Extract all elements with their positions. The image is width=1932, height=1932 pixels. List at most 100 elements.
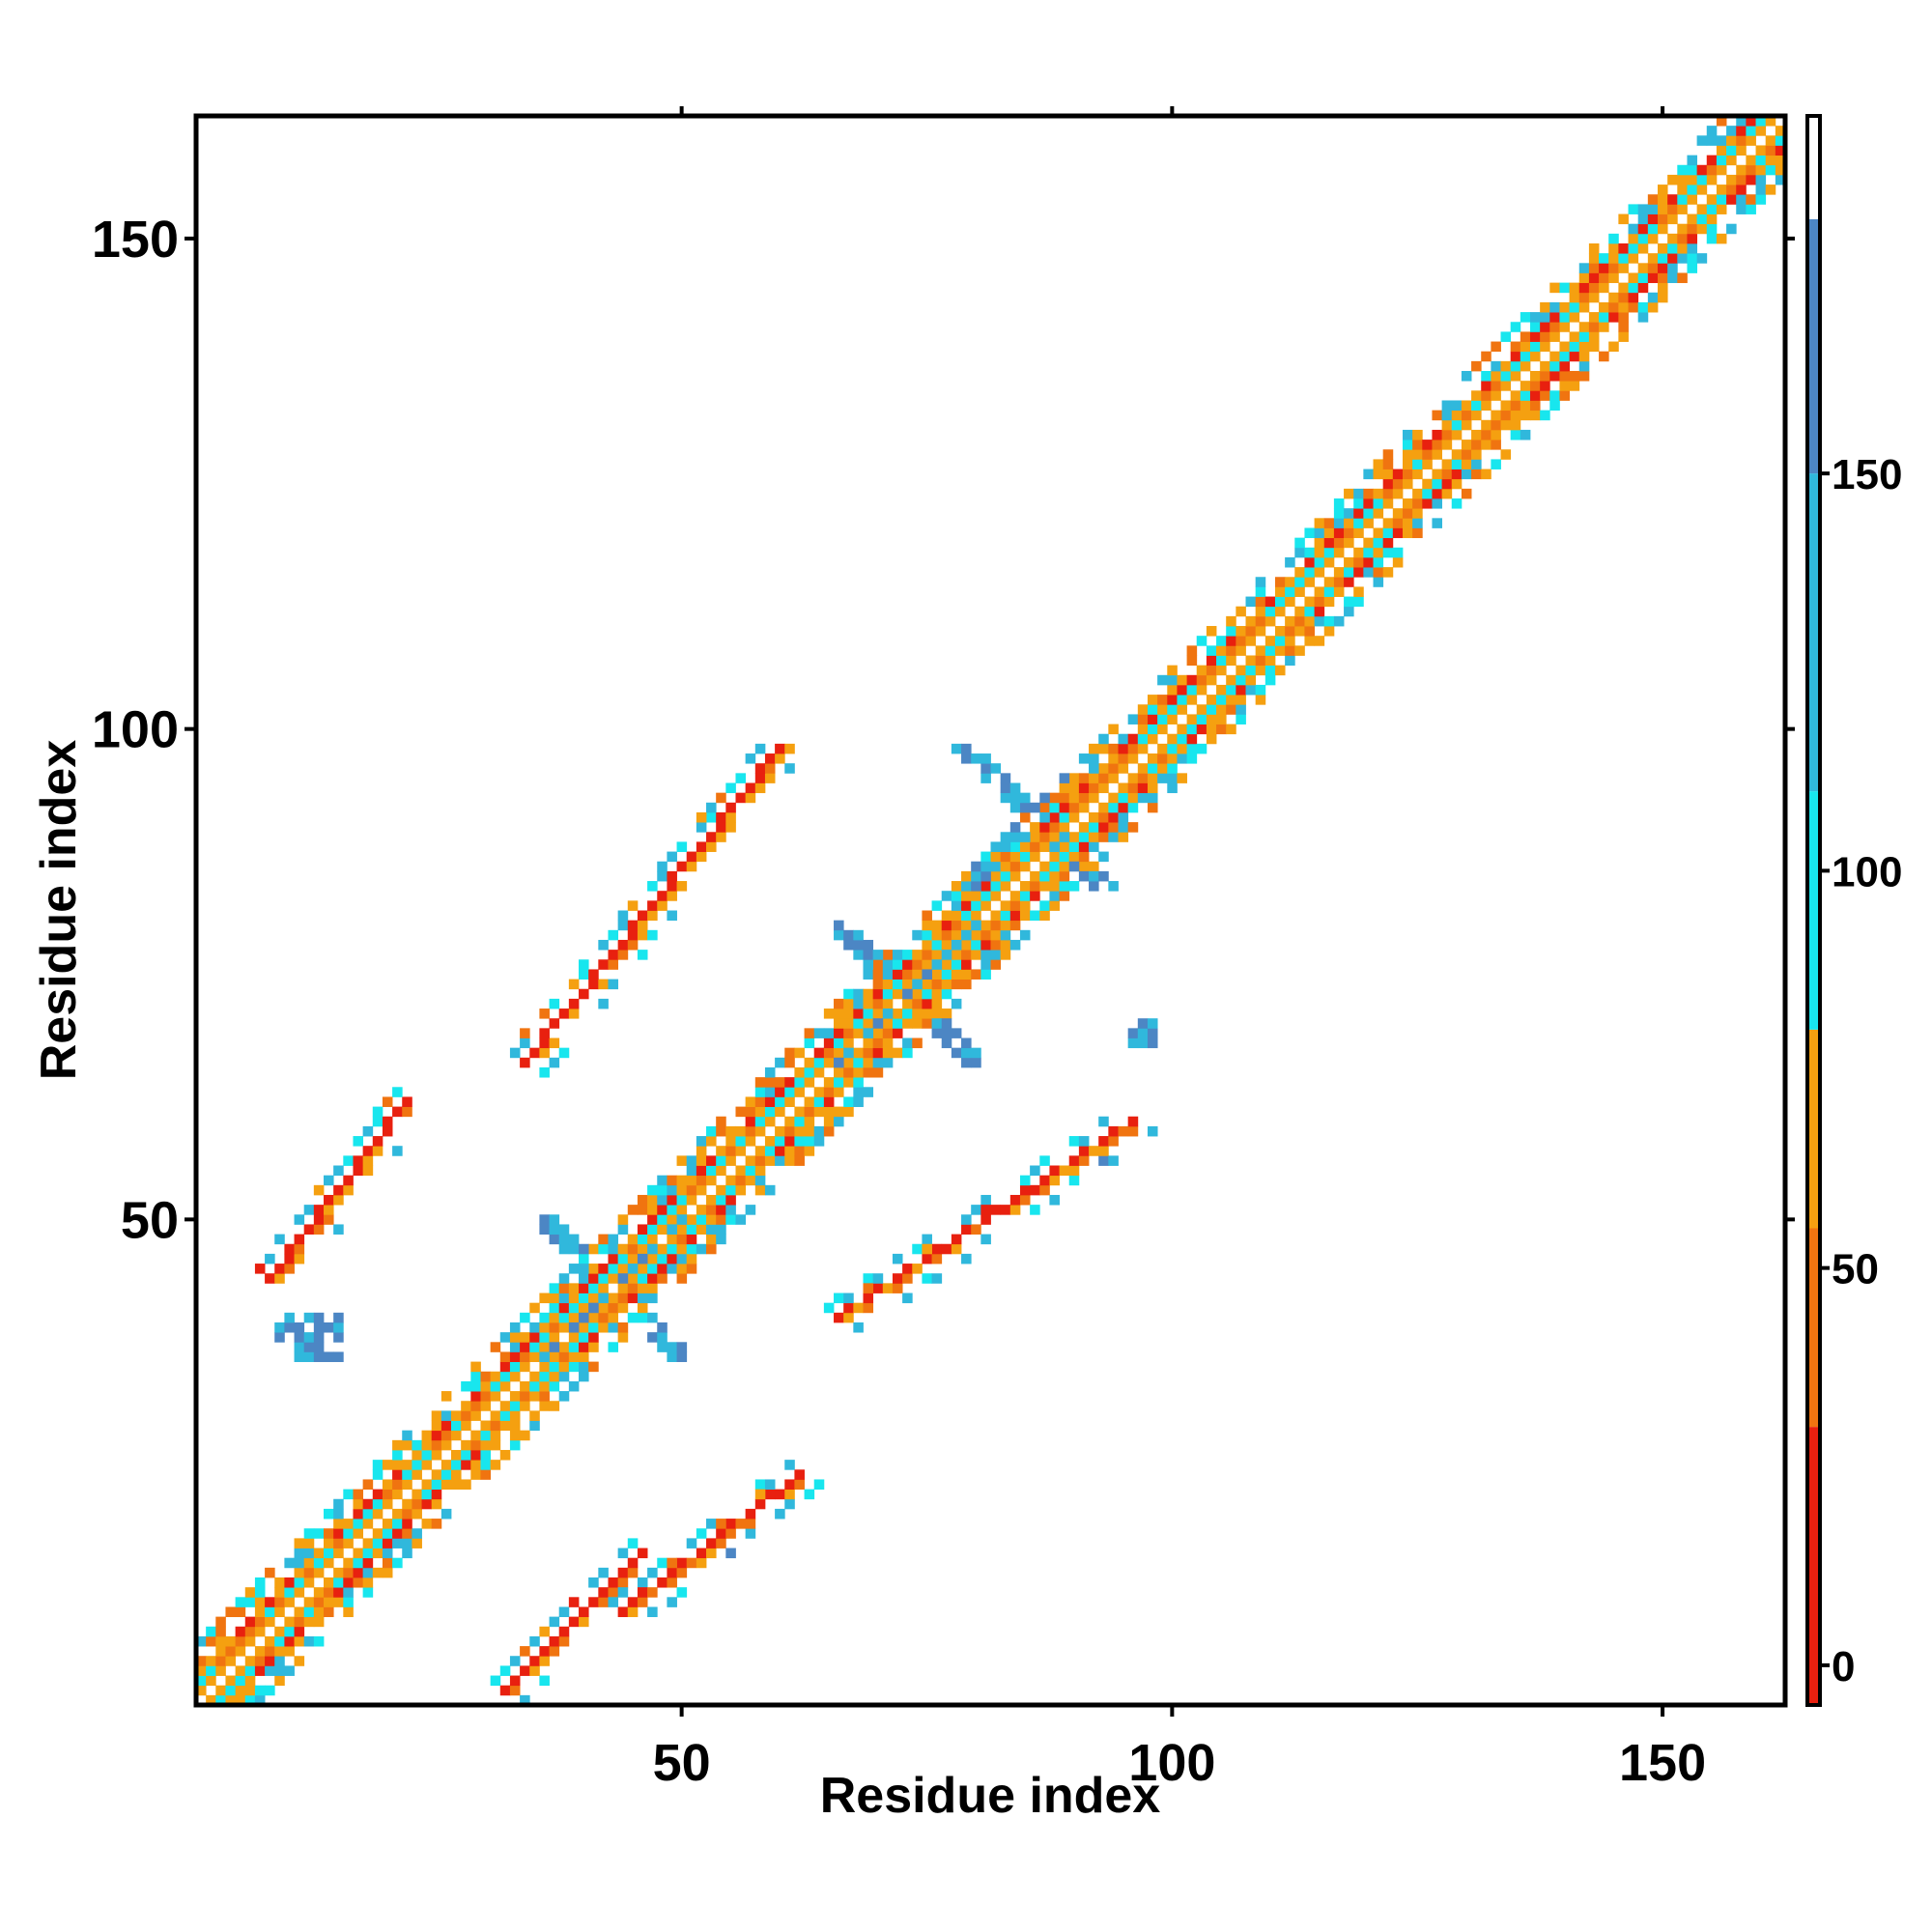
heatmap-cell (657, 1184, 668, 1196)
heatmap-cell (343, 1538, 354, 1548)
heatmap-cell (1216, 695, 1227, 705)
heatmap-cell (951, 929, 962, 941)
heatmap-cell (480, 1439, 492, 1451)
heatmap-cell (284, 1646, 295, 1657)
heatmap-cell (520, 1391, 530, 1402)
plot-frame (193, 113, 1788, 1708)
heatmap-cell (568, 1597, 580, 1607)
heatmap-cell (451, 1449, 462, 1461)
heatmap-cell (637, 1587, 648, 1598)
heatmap-cell (686, 1175, 697, 1186)
heatmap-cell (529, 1321, 540, 1333)
heatmap-cell (696, 1136, 707, 1147)
heatmap-cell (667, 1351, 677, 1362)
heatmap-cell (1147, 763, 1158, 774)
heatmap-cell (1157, 704, 1168, 715)
heatmap-cell (1274, 645, 1286, 656)
heatmap-cell (1127, 1028, 1139, 1038)
heatmap-cell (882, 1057, 894, 1068)
heatmap-cell (294, 1342, 305, 1352)
heatmap-cell (823, 1106, 835, 1118)
heatmap-cell (657, 891, 668, 901)
heatmap-cell (863, 1009, 874, 1019)
heatmap-cell (794, 1136, 805, 1147)
heatmap-cell (1264, 615, 1276, 627)
heatmap-cell (834, 929, 844, 941)
heatmap-cell (1206, 626, 1217, 637)
heatmap-cell (549, 1646, 560, 1657)
x-axis: 50 100 150 (653, 106, 1706, 1792)
heatmap-cell (1333, 577, 1345, 587)
heatmap-cell (1559, 301, 1570, 313)
heatmap-cell (324, 1538, 334, 1548)
heatmap-cell (1019, 851, 1031, 863)
heatmap-cell (353, 1489, 364, 1500)
heatmap-cell (647, 1205, 658, 1215)
heatmap-cell (784, 1479, 795, 1490)
heatmap-cell (1274, 626, 1286, 637)
colorbar-tick-label: 150 (1832, 451, 1902, 498)
heatmap-cell (676, 1175, 688, 1186)
heatmap-cell (461, 1401, 471, 1411)
heatmap-cell (794, 1066, 805, 1078)
heatmap-cell (353, 1548, 364, 1559)
heatmap-cell (1255, 615, 1266, 627)
heatmap-cell (667, 881, 677, 892)
heatmap-cell (579, 1253, 589, 1264)
heatmap-cell (823, 1302, 835, 1314)
heatmap-cell (1118, 802, 1129, 813)
heatmap-cell (637, 1312, 648, 1323)
heatmap-cell (696, 1165, 707, 1177)
heatmap-cell (676, 861, 688, 872)
heatmap-cell (902, 979, 913, 990)
heatmap-cell (1746, 204, 1756, 214)
colorbar-tick-label: 100 (1832, 848, 1902, 895)
heatmap-cell (1402, 440, 1413, 450)
heatmap-cell (1657, 253, 1668, 264)
heatmap-cell (382, 1479, 393, 1490)
heatmap-cell (1540, 410, 1550, 421)
heatmap-cell (1118, 1125, 1129, 1137)
heatmap-cell (1137, 704, 1149, 715)
heatmap-cell (637, 1302, 648, 1314)
heatmap-cell (608, 1264, 619, 1274)
heatmap-cell (922, 1018, 932, 1029)
heatmap-cell (1089, 832, 1099, 842)
heatmap-cell (1049, 861, 1060, 872)
heatmap-cell (579, 1332, 589, 1343)
heatmap-cell (1696, 174, 1708, 185)
heatmap-cell (1274, 606, 1286, 617)
heatmap-cell (990, 861, 1002, 872)
heatmap-cell (313, 1321, 325, 1333)
heatmap-cell (1726, 145, 1737, 156)
heatmap-cell (1127, 1125, 1139, 1137)
heatmap-cell (324, 1606, 334, 1618)
heatmap-cell (922, 1253, 932, 1264)
heatmap-cell (333, 1332, 344, 1343)
heatmap-cell (647, 1224, 658, 1235)
heatmap-cell (657, 1332, 668, 1343)
heatmap-cell (490, 1380, 501, 1392)
heatmap-cell (372, 1498, 384, 1510)
heatmap-cell (1137, 733, 1149, 745)
heatmap-cell (1344, 527, 1354, 539)
heatmap-cell (1196, 684, 1208, 696)
heatmap-cell (961, 920, 972, 931)
heatmap-cell (558, 1361, 570, 1373)
heatmap-cell (1706, 233, 1718, 244)
heatmap-cell (961, 1037, 972, 1049)
heatmap-cell (902, 988, 913, 1000)
heatmap-cell (931, 988, 943, 1000)
heatmap-cell (294, 1587, 305, 1598)
heatmap-cell (1481, 400, 1492, 412)
heatmap-cell (1264, 655, 1276, 667)
heatmap-cell (1049, 870, 1060, 882)
heatmap-cell (1549, 282, 1560, 294)
heatmap-cell (1716, 145, 1727, 156)
heatmap-cell (1588, 312, 1600, 323)
heatmap-cell (509, 1047, 521, 1059)
heatmap-cell (627, 1557, 639, 1569)
heatmap-cell (853, 1302, 864, 1314)
heatmap-cell (392, 1146, 403, 1156)
heatmap-cell (834, 1293, 844, 1304)
